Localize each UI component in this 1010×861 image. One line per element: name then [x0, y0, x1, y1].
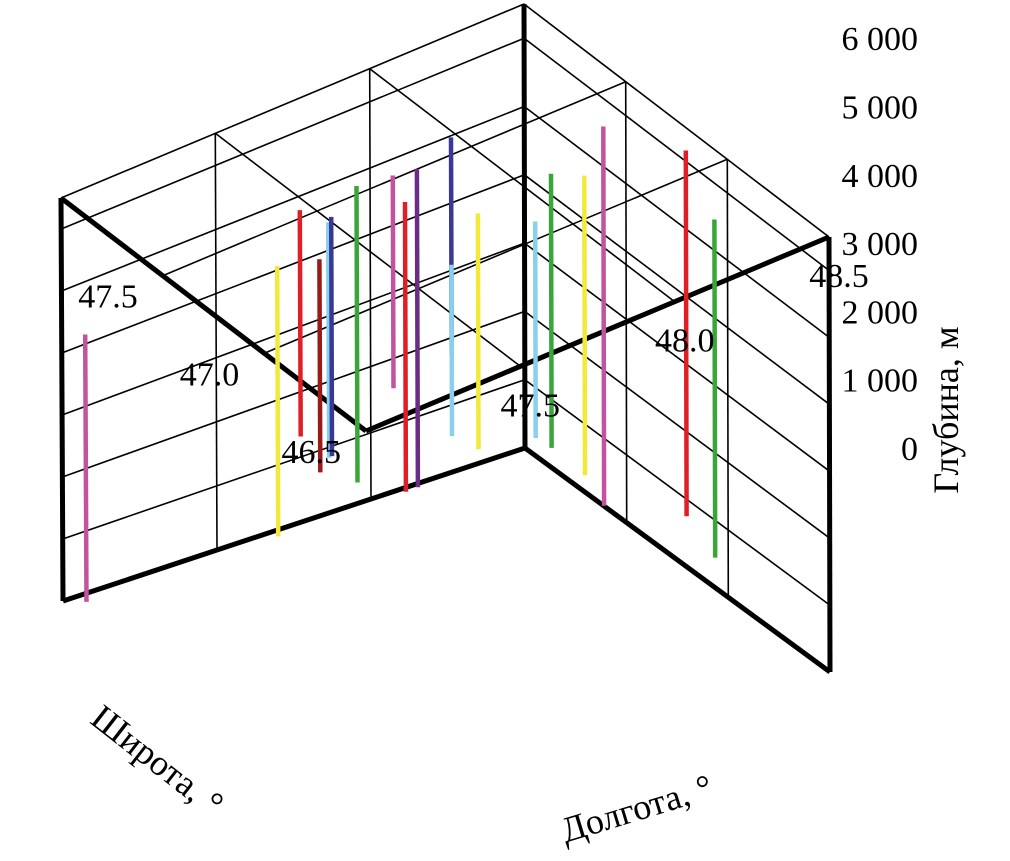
box-edge — [365, 234, 830, 434]
y-tick-label: 46.5 — [282, 434, 342, 471]
depth-segment-17 — [601, 126, 607, 506]
z-tick-label: 1 000 — [842, 363, 919, 400]
z-tick-label: 0 — [901, 431, 918, 468]
depth-segment-12 — [449, 264, 455, 437]
side-wall-gridline-lat — [624, 81, 628, 523]
depth-segment-3 — [274, 265, 281, 537]
z-tick-label: 6 000 — [842, 21, 919, 58]
side-wall-gridline-depth — [524, 242, 830, 472]
depth-segment-18 — [683, 150, 689, 517]
box-frame — [58, 3, 833, 675]
depth-segment-14 — [532, 221, 538, 439]
y-axis-title: Широта, ° — [84, 697, 231, 824]
depth-segment-2 — [317, 259, 323, 473]
z-tick-label: 4 000 — [842, 158, 919, 195]
data-segments — [82, 126, 718, 602]
depth-segment-15 — [548, 173, 554, 448]
depth-segment-19 — [712, 219, 718, 558]
side-wall-gridline-depth — [524, 379, 831, 606]
box-edge — [523, 445, 832, 675]
z-tick-label: 5 000 — [842, 90, 919, 127]
x-axis-title: Долгота, ° — [556, 767, 717, 851]
back-wall-gridline-depth — [62, 378, 526, 540]
box-inner-edge — [60, 3, 525, 199]
box-inner-edge — [523, 3, 830, 238]
back-wall-gridline-depth — [61, 174, 525, 354]
side-wall-gridline-depth — [523, 174, 830, 405]
x-tick-label: 48.0 — [655, 323, 715, 360]
box-edge — [59, 196, 368, 433]
z-tick-label: 2 000 — [842, 294, 919, 331]
side-wall-gridline-depth — [524, 310, 831, 539]
floor-gridline-lon — [214, 132, 521, 367]
depth-segment-1 — [82, 334, 89, 602]
box-edge — [521, 3, 528, 449]
depth-segment-9 — [402, 201, 409, 492]
floor-gridline-lat — [263, 158, 728, 355]
back-wall-gridline-lon — [368, 68, 372, 500]
depth-segment-7 — [354, 185, 360, 483]
x-tick-label: 47.5 — [501, 387, 561, 424]
side-wall-gridline-depth — [523, 37, 830, 272]
box-edge — [826, 236, 833, 673]
side-wall-gridline-lat — [726, 159, 730, 598]
depth-segment-10 — [414, 168, 421, 488]
box-edge — [58, 197, 66, 602]
side-wall-gridline-depth — [523, 105, 830, 339]
depth-segment-13 — [475, 213, 481, 450]
tick-labels: 0 1 000 2 000 3 000 4 000 5 000 6 000 47.5 48.0 4… — [78, 21, 918, 471]
depth-segment-6 — [328, 216, 335, 457]
back-wall-gridline-depth — [61, 242, 525, 416]
depth-segment-8 — [390, 175, 396, 389]
y-tick-label: 47.5 — [78, 279, 138, 316]
back-wall-gridline-lon — [214, 133, 218, 551]
back-wall-gridline-depth — [60, 37, 525, 230]
z-axis-title: Глубина, м — [926, 326, 966, 493]
back-wall-gridline-depth — [62, 310, 525, 478]
depth-segment-4 — [297, 210, 303, 437]
box-edge — [62, 445, 526, 604]
y-tick-label: 47.0 — [180, 356, 240, 393]
depth-segment-5 — [325, 222, 332, 458]
depth-segment-16 — [582, 175, 588, 476]
x-tick-label: 48.5 — [809, 258, 869, 295]
z-tick-label: 3 000 — [842, 226, 919, 263]
